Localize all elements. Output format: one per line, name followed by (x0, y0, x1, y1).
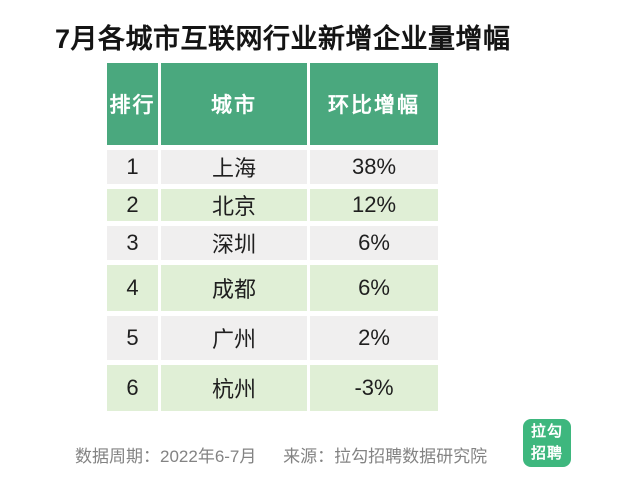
footer-note: 数据周期：2022年6-7月 来源：拉勾招聘数据研究院 (75, 442, 487, 467)
header-city: 城市 (161, 63, 307, 145)
rank-cell: 4 (107, 265, 158, 311)
table-row: 3 深圳 6% (107, 226, 438, 260)
rank-table: 排行 城市 环比增幅 1 上海 38% 2 北京 12% 3 深圳 6% 4 成都 6% 5 广州 2% 6 杭… (104, 58, 441, 416)
growth-cell: -3% (310, 365, 438, 411)
growth-cell: 6% (310, 226, 438, 260)
city-cell: 北京 (161, 189, 307, 221)
header-growth: 环比增幅 (310, 63, 438, 145)
rank-table-container: 排行 城市 环比增幅 1 上海 38% 2 北京 12% 3 深圳 6% 4 成都 6% 5 广州 2% 6 杭… (104, 58, 441, 416)
logo-line1: 拉勾 (530, 423, 563, 440)
growth-cell: 6% (310, 265, 438, 311)
table-row: 6 杭州 -3% (107, 365, 438, 411)
data-source-label: 来源：拉勾招聘数据研究院 (283, 447, 488, 466)
growth-cell: 38% (310, 150, 438, 184)
table-row: 5 广州 2% (107, 316, 438, 360)
table-row: 2 北京 12% (107, 189, 438, 221)
data-period-label: 数据周期：2022年6-7月 (75, 447, 257, 466)
city-cell: 深圳 (161, 226, 307, 260)
table-header-row: 排行 城市 环比增幅 (107, 63, 438, 145)
growth-cell: 2% (310, 316, 438, 360)
city-cell: 广州 (161, 316, 307, 360)
city-cell: 杭州 (161, 365, 307, 411)
rank-cell: 1 (107, 150, 158, 184)
growth-cell: 12% (310, 189, 438, 221)
table-row: 4 成都 6% (107, 265, 438, 311)
rank-cell: 6 (107, 365, 158, 411)
rank-cell: 2 (107, 189, 158, 221)
city-cell: 上海 (161, 150, 307, 184)
header-rank: 排行 (107, 63, 158, 145)
page-title: 7月各城市互联网行业新增企业量增幅 (55, 24, 511, 54)
table-row: 1 上海 38% (107, 150, 438, 184)
lagou-logo: 拉勾 招聘 (523, 419, 571, 467)
rank-cell: 5 (107, 316, 158, 360)
rank-cell: 3 (107, 226, 158, 260)
city-cell: 成都 (161, 265, 307, 311)
logo-line2: 招聘 (530, 445, 563, 462)
